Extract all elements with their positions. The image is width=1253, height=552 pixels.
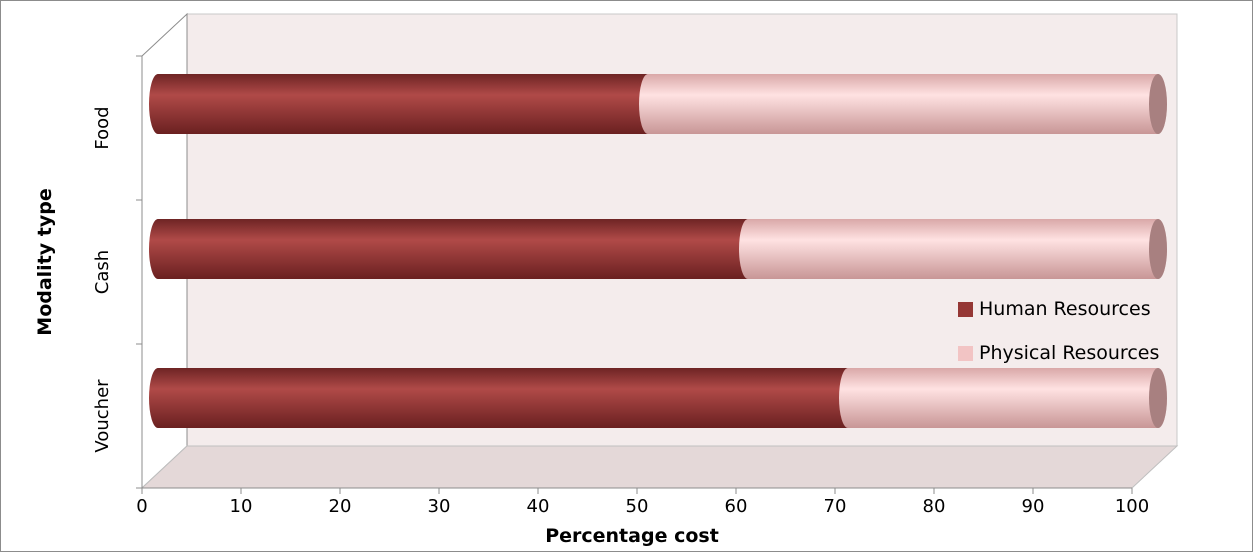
floor <box>140 445 1179 489</box>
bar-physical-resources-cash <box>739 219 1167 279</box>
axes-group: 0 10 20 30 40 50 60 70 80 90 100 Voucher Cash Food <box>92 55 1149 517</box>
x-tick-label: 50 <box>626 496 649 517</box>
bar-human-resources-food <box>149 74 657 134</box>
bar-human-resources-cash <box>149 219 757 279</box>
legend-label: Human Resources <box>979 298 1151 320</box>
x-tick-label: 0 <box>136 496 147 517</box>
x-tick-label: 30 <box>428 496 451 517</box>
x-tick-label: 60 <box>725 496 748 517</box>
y-tick-label: Voucher <box>92 379 113 453</box>
y-axis-title: Modality type <box>34 188 56 335</box>
x-tick-label: 90 <box>1022 496 1045 517</box>
bar-physical-resources-voucher <box>839 368 1167 428</box>
bars-group <box>149 74 1167 428</box>
x-tick-label: 100 <box>1115 496 1149 517</box>
x-axis-title: Percentage cost <box>545 525 719 547</box>
legend-swatch-human-resources <box>958 301 973 317</box>
legend-label: Physical Resources <box>979 342 1160 364</box>
legend-item-physical-resources: Physical Resources <box>958 331 1159 375</box>
bar-physical-resources-food <box>639 74 1167 134</box>
legend: Human Resources Physical Resources <box>958 287 1159 375</box>
x-tick-label: 20 <box>329 496 352 517</box>
legend-item-human-resources: Human Resources <box>958 287 1159 331</box>
y-tick-label: Cash <box>92 250 113 294</box>
bar-end-cap-food <box>1149 74 1167 134</box>
x-tick-label: 40 <box>527 496 550 517</box>
bar-human-resources-voucher <box>149 368 857 428</box>
bar-end-cap-cash <box>1149 219 1167 279</box>
x-tick-label: 70 <box>824 496 847 517</box>
x-tick-label: 10 <box>230 496 253 517</box>
legend-swatch-physical-resources <box>958 345 973 361</box>
bar-end-cap-voucher <box>1149 368 1167 428</box>
x-tick-label: 80 <box>923 496 946 517</box>
y-tick-label: Food <box>92 106 113 149</box>
